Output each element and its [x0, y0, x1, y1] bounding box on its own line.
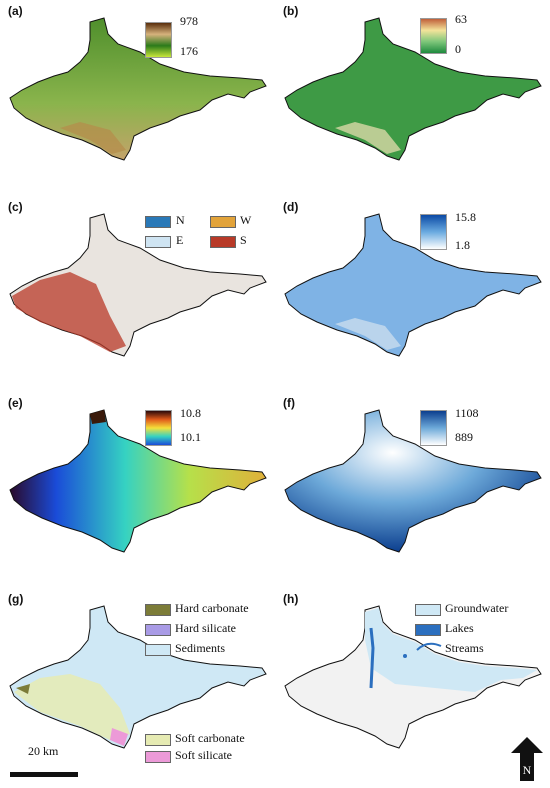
colorbar-min: 176: [180, 44, 198, 58]
colorbar-min: 0: [455, 42, 461, 56]
panel-label: (b): [283, 4, 299, 18]
north-arrow-label: N: [523, 763, 532, 777]
colorbar-max: 10.8: [180, 406, 201, 420]
legend-swatch: [415, 604, 441, 616]
legend-label: Groundwater: [445, 601, 509, 615]
panel-f: (f) 1108 889: [275, 392, 550, 588]
legend-label: Sediments: [175, 641, 225, 655]
panel-label: (g): [8, 592, 24, 606]
legend-label: Streams: [445, 641, 484, 655]
legend-swatch: [145, 624, 171, 636]
colorbar: [145, 22, 172, 58]
panel-h: (h) Groundwater Lakes Streams: [275, 588, 550, 784]
colorbar: [420, 410, 447, 446]
aspect-map: [9, 213, 267, 357]
legend-swatch: [145, 604, 171, 616]
legend-swatch: [145, 644, 171, 656]
colorbar-max: 63: [455, 12, 467, 26]
colorbar-min: 889: [455, 430, 473, 444]
panel-label: (a): [8, 4, 23, 18]
panel-label: (f): [283, 396, 295, 410]
panel-label: (c): [8, 200, 23, 214]
scale-bar-line: [10, 772, 78, 777]
precipitation-map: [284, 409, 542, 553]
panel-label: (d): [283, 200, 299, 214]
legend-swatch: [145, 236, 171, 248]
colorbar: [420, 18, 447, 54]
colorbar-max: 1108: [455, 406, 479, 420]
north-arrow-icon: N: [511, 737, 543, 781]
panel-e: (e) 10.8 10.1: [0, 392, 275, 588]
colorbar-max: 978: [180, 14, 198, 28]
legend-swatch: [210, 216, 236, 228]
panel-g: (g) Hard carbonate Hard silicate Sedimen…: [0, 588, 275, 784]
colorbar-min: 10.1: [180, 430, 201, 444]
temperature-map: [9, 409, 267, 553]
legend-label: N: [176, 213, 185, 227]
legend-swatch: [145, 216, 171, 228]
legend-label: Soft carbonate: [175, 731, 245, 745]
panel-label: (h): [283, 592, 299, 606]
elevation-map: [9, 17, 267, 161]
panel-label: (e): [8, 396, 23, 410]
colorbar: [145, 410, 172, 446]
legend-label: W: [240, 213, 252, 227]
hydrology-map: [284, 605, 542, 749]
colorbar-max: 15.8: [455, 210, 476, 224]
panel-c: (c) N W E S: [0, 196, 275, 392]
legend-label: Hard carbonate: [175, 601, 249, 615]
legend-swatch: [145, 751, 171, 763]
scale-bar-label: 20 km: [28, 744, 59, 758]
legend-label: Lakes: [445, 621, 474, 635]
legend-swatch: [210, 236, 236, 248]
legend-label: Hard silicate: [175, 621, 236, 635]
stream-symbol: [416, 642, 442, 651]
panel-d: (d) 15.8 1.8: [275, 196, 550, 392]
legend-swatch: [415, 624, 441, 636]
panel-a: (a) 978 176: [0, 0, 275, 196]
colorbar: [420, 214, 447, 250]
legend-label: E: [176, 233, 184, 247]
legend-swatch: [145, 734, 171, 746]
index-map: [284, 213, 542, 357]
colorbar-min: 1.8: [455, 238, 470, 252]
legend-label: S: [240, 233, 247, 247]
lithology-map: [9, 605, 267, 749]
slope-map: [284, 17, 542, 161]
panel-b: (b) 63 0: [275, 0, 550, 196]
legend-label: Soft silicate: [175, 748, 232, 762]
